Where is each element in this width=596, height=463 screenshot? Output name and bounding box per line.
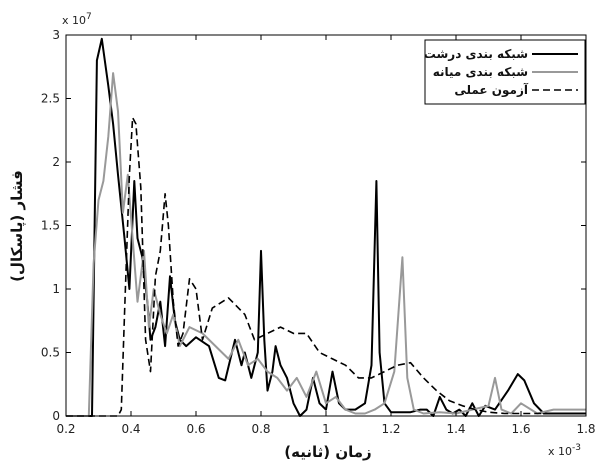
legend-label-2: شبکه بندی میانه <box>433 65 528 79</box>
x-tick-label: 0.6 <box>186 422 205 436</box>
legend: شبکه بندی درشت شبکه بندی میانه آزمون عملی <box>424 39 586 105</box>
y-tick-label: 0 <box>52 409 60 423</box>
x-tick-label: 1.2 <box>381 422 400 436</box>
y-axis-multiplier: x 107 <box>62 12 92 27</box>
y-tick-label: 2 <box>52 155 60 169</box>
y-axis-title: فشار (پاسکال) <box>8 170 27 282</box>
legend-label-1: شبکه بندی درشت <box>424 47 528 61</box>
x-tick-label: 0.2 <box>56 422 75 436</box>
x-tick-label: 0.4 <box>121 422 140 436</box>
x-tick-label: 0.8 <box>251 422 270 436</box>
x-axis-title: زمان (ثانیه) <box>284 443 371 461</box>
y-tick-label: 1.5 <box>41 219 60 233</box>
series-line-3 <box>66 116 586 417</box>
y-tick-label: 3 <box>52 28 60 42</box>
y-tick-label: 1 <box>52 282 60 296</box>
legend-label-3: آزمون عملی <box>454 82 529 98</box>
ticks-layer: 0.2 0.4 0.6 0.8 1 1.2 1.4 1.6 1.8 0 0.5 1 1.5 2 2.5 3 <box>41 28 596 436</box>
x-tick-label: 1.8 <box>576 422 595 436</box>
y-tick-label: 2.5 <box>41 92 60 106</box>
x-axis-multiplier: x 10-3 <box>548 443 581 458</box>
x-tick-label: 1.4 <box>446 422 465 436</box>
x-tick-label: 1 <box>322 422 330 436</box>
x-tick-label: 1.6 <box>511 422 530 436</box>
y-tick-label: 0.5 <box>41 346 60 360</box>
